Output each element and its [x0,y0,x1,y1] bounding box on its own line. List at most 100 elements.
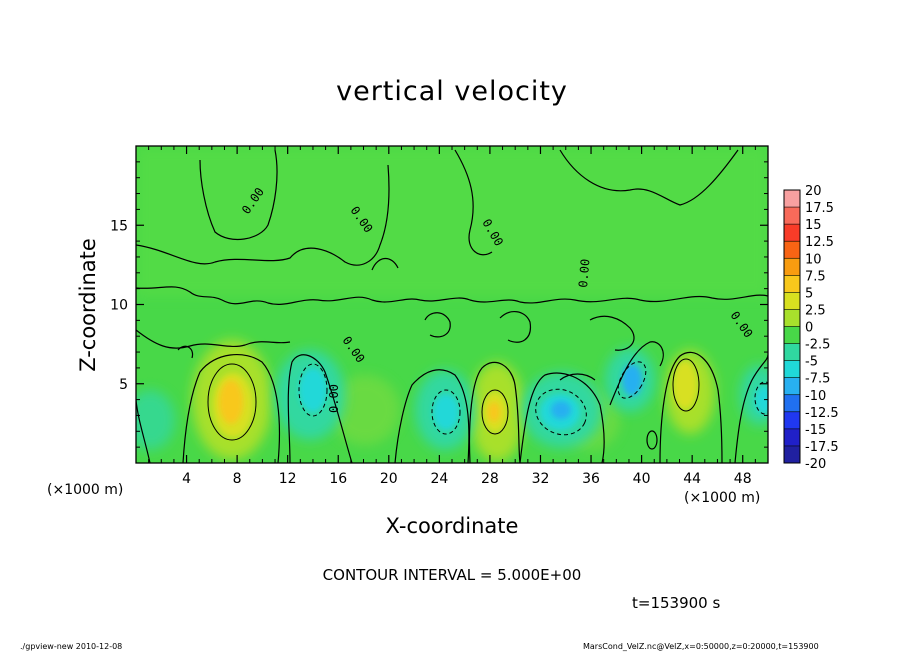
colorbar-label: -7.5 [805,372,830,387]
colorbar-label: 20 [805,184,822,199]
zero-contour-upper-3 [454,149,493,256]
zero-contour-minor-3 [371,257,399,271]
colorbar-swatch [784,343,800,361]
zero-contour-low-1 [136,329,291,349]
x-tick-label: 24 [430,471,448,487]
pos-core-3 [673,361,697,409]
colorbar-swatch [784,377,800,395]
upper-field-shade [136,146,768,296]
x-tick-label: 28 [481,471,499,487]
colorbar-swatch [784,258,800,276]
colorbar-swatch [784,275,800,293]
zero-contour-pos-3 [659,351,723,463]
x-tick-label: 32 [532,471,550,487]
y-tick-label: 5 [119,377,128,393]
zero-contour-minor-2 [589,315,635,351]
x-tick-label: 40 [633,471,651,487]
y-tick-label: 10 [110,298,128,314]
zero-contour-minor-4 [424,312,451,338]
zero-contour-edge [136,399,151,463]
neg-core-1 [299,368,327,412]
colorbar-label: 15 [805,218,822,233]
pos-core-2-peak [488,402,500,422]
x-tick-label: 16 [329,471,347,487]
colorbar-swatch [784,360,800,378]
zero-contour-minor-6 [177,345,194,359]
x-tick-label: 12 [279,471,297,487]
colorbar-label: 5 [805,286,813,301]
colorbar-swatch [784,428,800,446]
x-tick-label: 4 [182,471,191,487]
footer-data-source: MarsCond_VelZ.nc@VelZ,x=0:50000,z=0:2000… [583,642,819,651]
pos-contour-1 [207,363,257,441]
colorbar-label: 2.5 [805,303,826,318]
x-tick-label: 36 [582,471,600,487]
negative-contours [298,361,768,436]
colorbar-swatch [784,190,800,208]
colorbar-label: 10 [805,252,822,267]
colorbar: 20 17.5 15 12.5 10 7.5 5 2.5 0 -2.5 -5 -7.5 -10 -12.5… [783,184,839,472]
colorbar-label: -15 [805,423,826,438]
x-tick-label: 44 [683,471,701,487]
colorbar-label: -12.5 [805,406,839,421]
colorbar-label: -17.5 [805,440,839,455]
zero-contour-upper-4 [559,149,739,206]
colorbar-swatch [784,309,800,327]
neg-core-3-peak [551,401,571,419]
zero-contour-upper-1 [199,149,278,240]
colorbar-swatch [784,241,800,259]
zero-contour-neg-2 [394,369,470,463]
zero-contour-pos-1 [182,354,281,463]
contour-label: 0.00 [576,258,592,288]
pos-contour-3 [672,358,700,412]
pos-contour-2 [481,389,509,435]
x-tick-label: 48 [734,471,752,487]
zero-contour-minor-5 [499,311,532,343]
zero-contour-small [646,430,658,450]
colorbar-swatch [784,207,800,225]
positive-contours [207,358,700,441]
neg-contour-4 [617,361,647,399]
zero-contour-neg-1 [287,354,353,463]
colorbar-swatch [784,411,800,429]
zero-contour-minor-1 [559,373,596,381]
neg-core-4 [622,364,642,396]
colorbar-label: -5 [805,355,818,370]
colorbar-label: -20 [805,457,826,472]
zero-contour-pos-2 [468,361,521,463]
neg-contour-2 [431,389,461,435]
colorbar-swatch [784,292,800,310]
x-unit-label-right: (×1000 m) [684,490,761,506]
x-tick-label: 20 [380,471,398,487]
colorbar-swatch [784,445,800,463]
colorbar-label: -10 [805,389,826,404]
heatmap-field [136,146,768,463]
pos-shade-4 [330,375,400,445]
x-tick-label: 8 [233,471,242,487]
colorbar-label: 0 [805,321,813,336]
neg-core-2 [433,394,459,430]
colorbar-label: 12.5 [805,235,834,250]
zero-contours [136,149,768,463]
time-note: t=153900 s [632,594,721,612]
neg-shade-6 [136,390,175,450]
zero-contour-mid [136,286,768,305]
y-tick-label: 15 [110,218,128,234]
zero-contour-neg-4 [609,341,664,406]
colorbar-label: 7.5 [805,269,826,284]
footer-program-date: ./gpview-new 2010-12-08 [20,642,123,651]
zero-contour-neg-5 [734,354,768,463]
zero-contour-upper-2 [136,164,390,266]
colorbar-swatch [784,326,800,344]
neg-contour-3 [535,388,587,436]
pos-core-1-peak [219,380,243,424]
chart-title: vertical velocity [336,76,568,107]
colorbar-label: -2.5 [805,338,830,353]
colorbar-label: 17.5 [805,201,834,216]
x-unit-label-left: (×1000 m) [47,482,124,498]
contour-interval-note: CONTOUR INTERVAL = 5.000E+00 [322,566,582,584]
colorbar-swatch [784,224,800,242]
neg-contour-1 [298,363,328,417]
